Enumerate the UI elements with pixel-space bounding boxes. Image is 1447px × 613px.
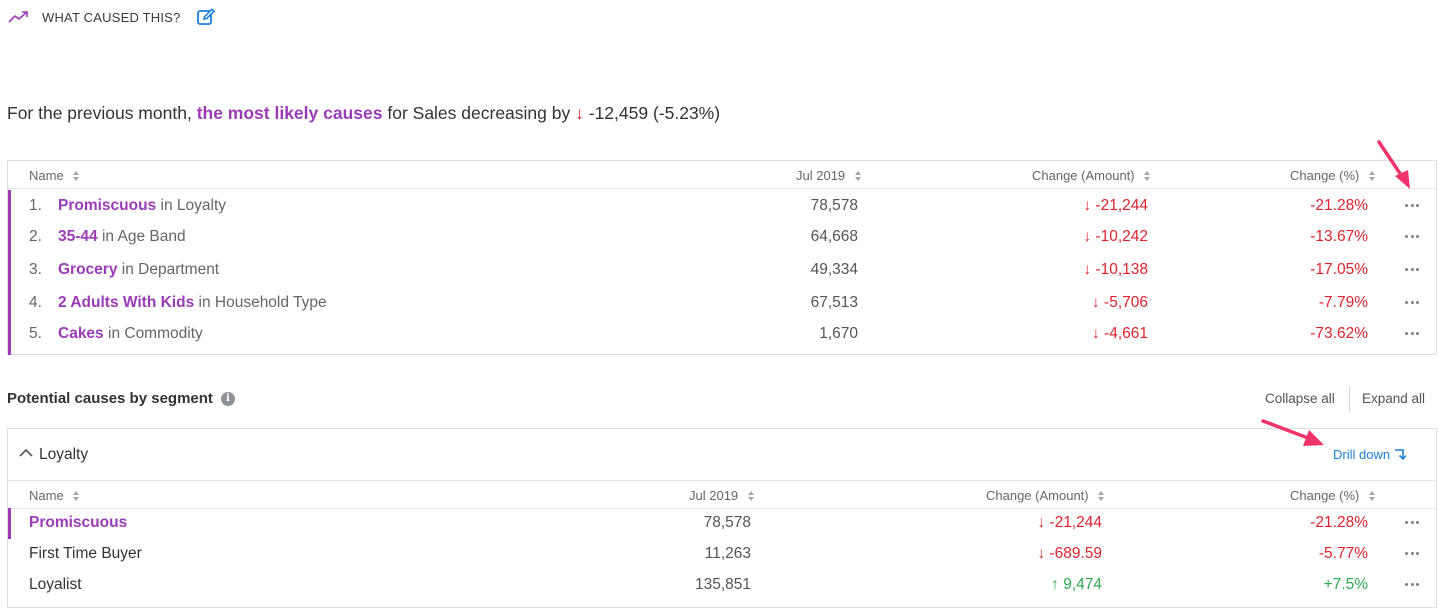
segment-label: Loyalty xyxy=(39,446,89,463)
segment-link[interactable]: Promiscuous xyxy=(58,197,157,214)
column-name[interactable]: Name xyxy=(29,168,81,183)
more-options-icon[interactable] xyxy=(1405,519,1419,525)
column-change-amount[interactable]: Change (Amount) xyxy=(1032,168,1152,183)
arrow-down-icon: ↓ xyxy=(1083,228,1092,245)
sort-icon[interactable] xyxy=(747,490,755,501)
accent-bar xyxy=(8,508,11,539)
summary-sentence: For the previous month, the most likely … xyxy=(7,103,720,124)
arrow-down-icon: ↓ xyxy=(1091,325,1100,342)
divider xyxy=(1349,386,1350,412)
info-icon[interactable]: i xyxy=(220,391,235,406)
segment-link[interactable]: 35-44 xyxy=(58,228,98,245)
table-header: Name Jul 2019 Change (Amount) Change (%) xyxy=(8,481,1436,509)
edit-icon[interactable] xyxy=(196,7,216,27)
table-row[interactable]: Loyalist 135,851 ↑ 9,474 +7.5% xyxy=(8,570,1436,601)
more-options-icon[interactable] xyxy=(1405,581,1419,587)
arrow-down-icon: ↓ xyxy=(1091,294,1100,311)
collapse-all-button[interactable]: Collapse all xyxy=(1265,391,1335,406)
arrow-down-icon: ↓ xyxy=(1037,514,1046,531)
more-options-icon[interactable] xyxy=(1405,550,1419,556)
annotation-arrow xyxy=(1261,419,1324,446)
expand-all-button[interactable]: Expand all xyxy=(1362,391,1426,406)
drill-down-link[interactable]: Drill down xyxy=(1333,447,1407,462)
drill-down-arrow-icon xyxy=(1395,449,1407,461)
table-row[interactable]: Promiscuous 78,578 ↓ -21,244 -21.28% xyxy=(8,508,1436,539)
column-name[interactable]: Name xyxy=(29,488,81,503)
arrow-down-icon: ↓ xyxy=(1037,545,1046,562)
arrow-down-icon: ↓ xyxy=(1083,197,1092,214)
more-options-icon[interactable] xyxy=(1405,233,1419,239)
table-row[interactable]: 1. Promiscuous in Loyalty 78,578 ↓ -21,2… xyxy=(8,191,1436,222)
segment-link[interactable]: Cakes xyxy=(58,325,104,342)
sort-icon[interactable] xyxy=(1144,170,1152,181)
column-change-amount[interactable]: Change (Amount) xyxy=(986,488,1106,503)
sort-icon[interactable] xyxy=(1098,490,1106,501)
arrow-down-icon: ↓ xyxy=(1083,261,1092,278)
segment-card-header: Loyalty Drill down xyxy=(8,429,1436,481)
top-causes-table: Name Jul 2019 Change (Amount) Change (%)… xyxy=(7,160,1437,355)
sort-icon[interactable] xyxy=(854,170,862,181)
segment-card-loyalty: Loyalty Drill down Name Jul 2019 Change … xyxy=(7,428,1437,608)
segment-link[interactable]: Grocery xyxy=(58,261,118,278)
summary-prefix: For the previous month, xyxy=(7,103,192,123)
column-jul-2019[interactable]: Jul 2019 xyxy=(689,488,755,503)
accent-bar xyxy=(8,190,11,355)
table-row[interactable]: First Time Buyer 11,263 ↓ -689.59 -5.77% xyxy=(8,539,1436,570)
header: WHAT CAUSED THIS? xyxy=(8,4,216,30)
column-jul-2019[interactable]: Jul 2019 xyxy=(796,168,862,183)
more-options-icon[interactable] xyxy=(1405,266,1419,272)
header-title: WHAT CAUSED THIS? xyxy=(42,9,181,25)
trend-line-icon xyxy=(8,11,28,23)
sort-icon[interactable] xyxy=(1368,170,1376,181)
segment-link[interactable]: Promiscuous xyxy=(29,514,128,531)
more-options-icon[interactable] xyxy=(1405,330,1419,336)
column-change-percent[interactable]: Change (%) xyxy=(1290,488,1376,503)
arrow-up-icon: ↑ xyxy=(1051,576,1059,593)
summary-change: -12,459 (-5.23%) xyxy=(588,103,721,123)
table-row[interactable]: 2. 35-44 in Age Band 64,668 ↓ -10,242 -1… xyxy=(8,222,1436,253)
annotation-arrow xyxy=(1377,140,1410,189)
sort-icon[interactable] xyxy=(73,170,81,181)
segment-link[interactable]: 2 Adults With Kids xyxy=(58,294,195,311)
sort-icon[interactable] xyxy=(73,490,81,501)
column-change-percent[interactable]: Change (%) xyxy=(1290,168,1376,183)
table-row[interactable]: 5. Cakes in Commodity 1,670 ↓ -4,661 -73… xyxy=(8,319,1436,350)
section-title: Potential causes by segment i xyxy=(7,390,235,407)
more-options-icon[interactable] xyxy=(1405,299,1419,305)
arrow-down-icon: ↓ xyxy=(575,103,584,123)
more-options-icon[interactable] xyxy=(1405,202,1419,208)
table-row[interactable]: 3. Grocery in Department 49,334 ↓ -10,13… xyxy=(8,255,1436,286)
table-header: Name Jul 2019 Change (Amount) Change (%) xyxy=(8,161,1436,189)
summary-highlight: the most likely causes xyxy=(196,103,383,123)
chevron-up-icon[interactable] xyxy=(19,448,33,458)
table-row[interactable]: 4. 2 Adults With Kids in Household Type … xyxy=(8,288,1436,319)
summary-middle: for Sales decreasing by xyxy=(387,103,571,123)
sort-icon[interactable] xyxy=(1368,490,1376,501)
